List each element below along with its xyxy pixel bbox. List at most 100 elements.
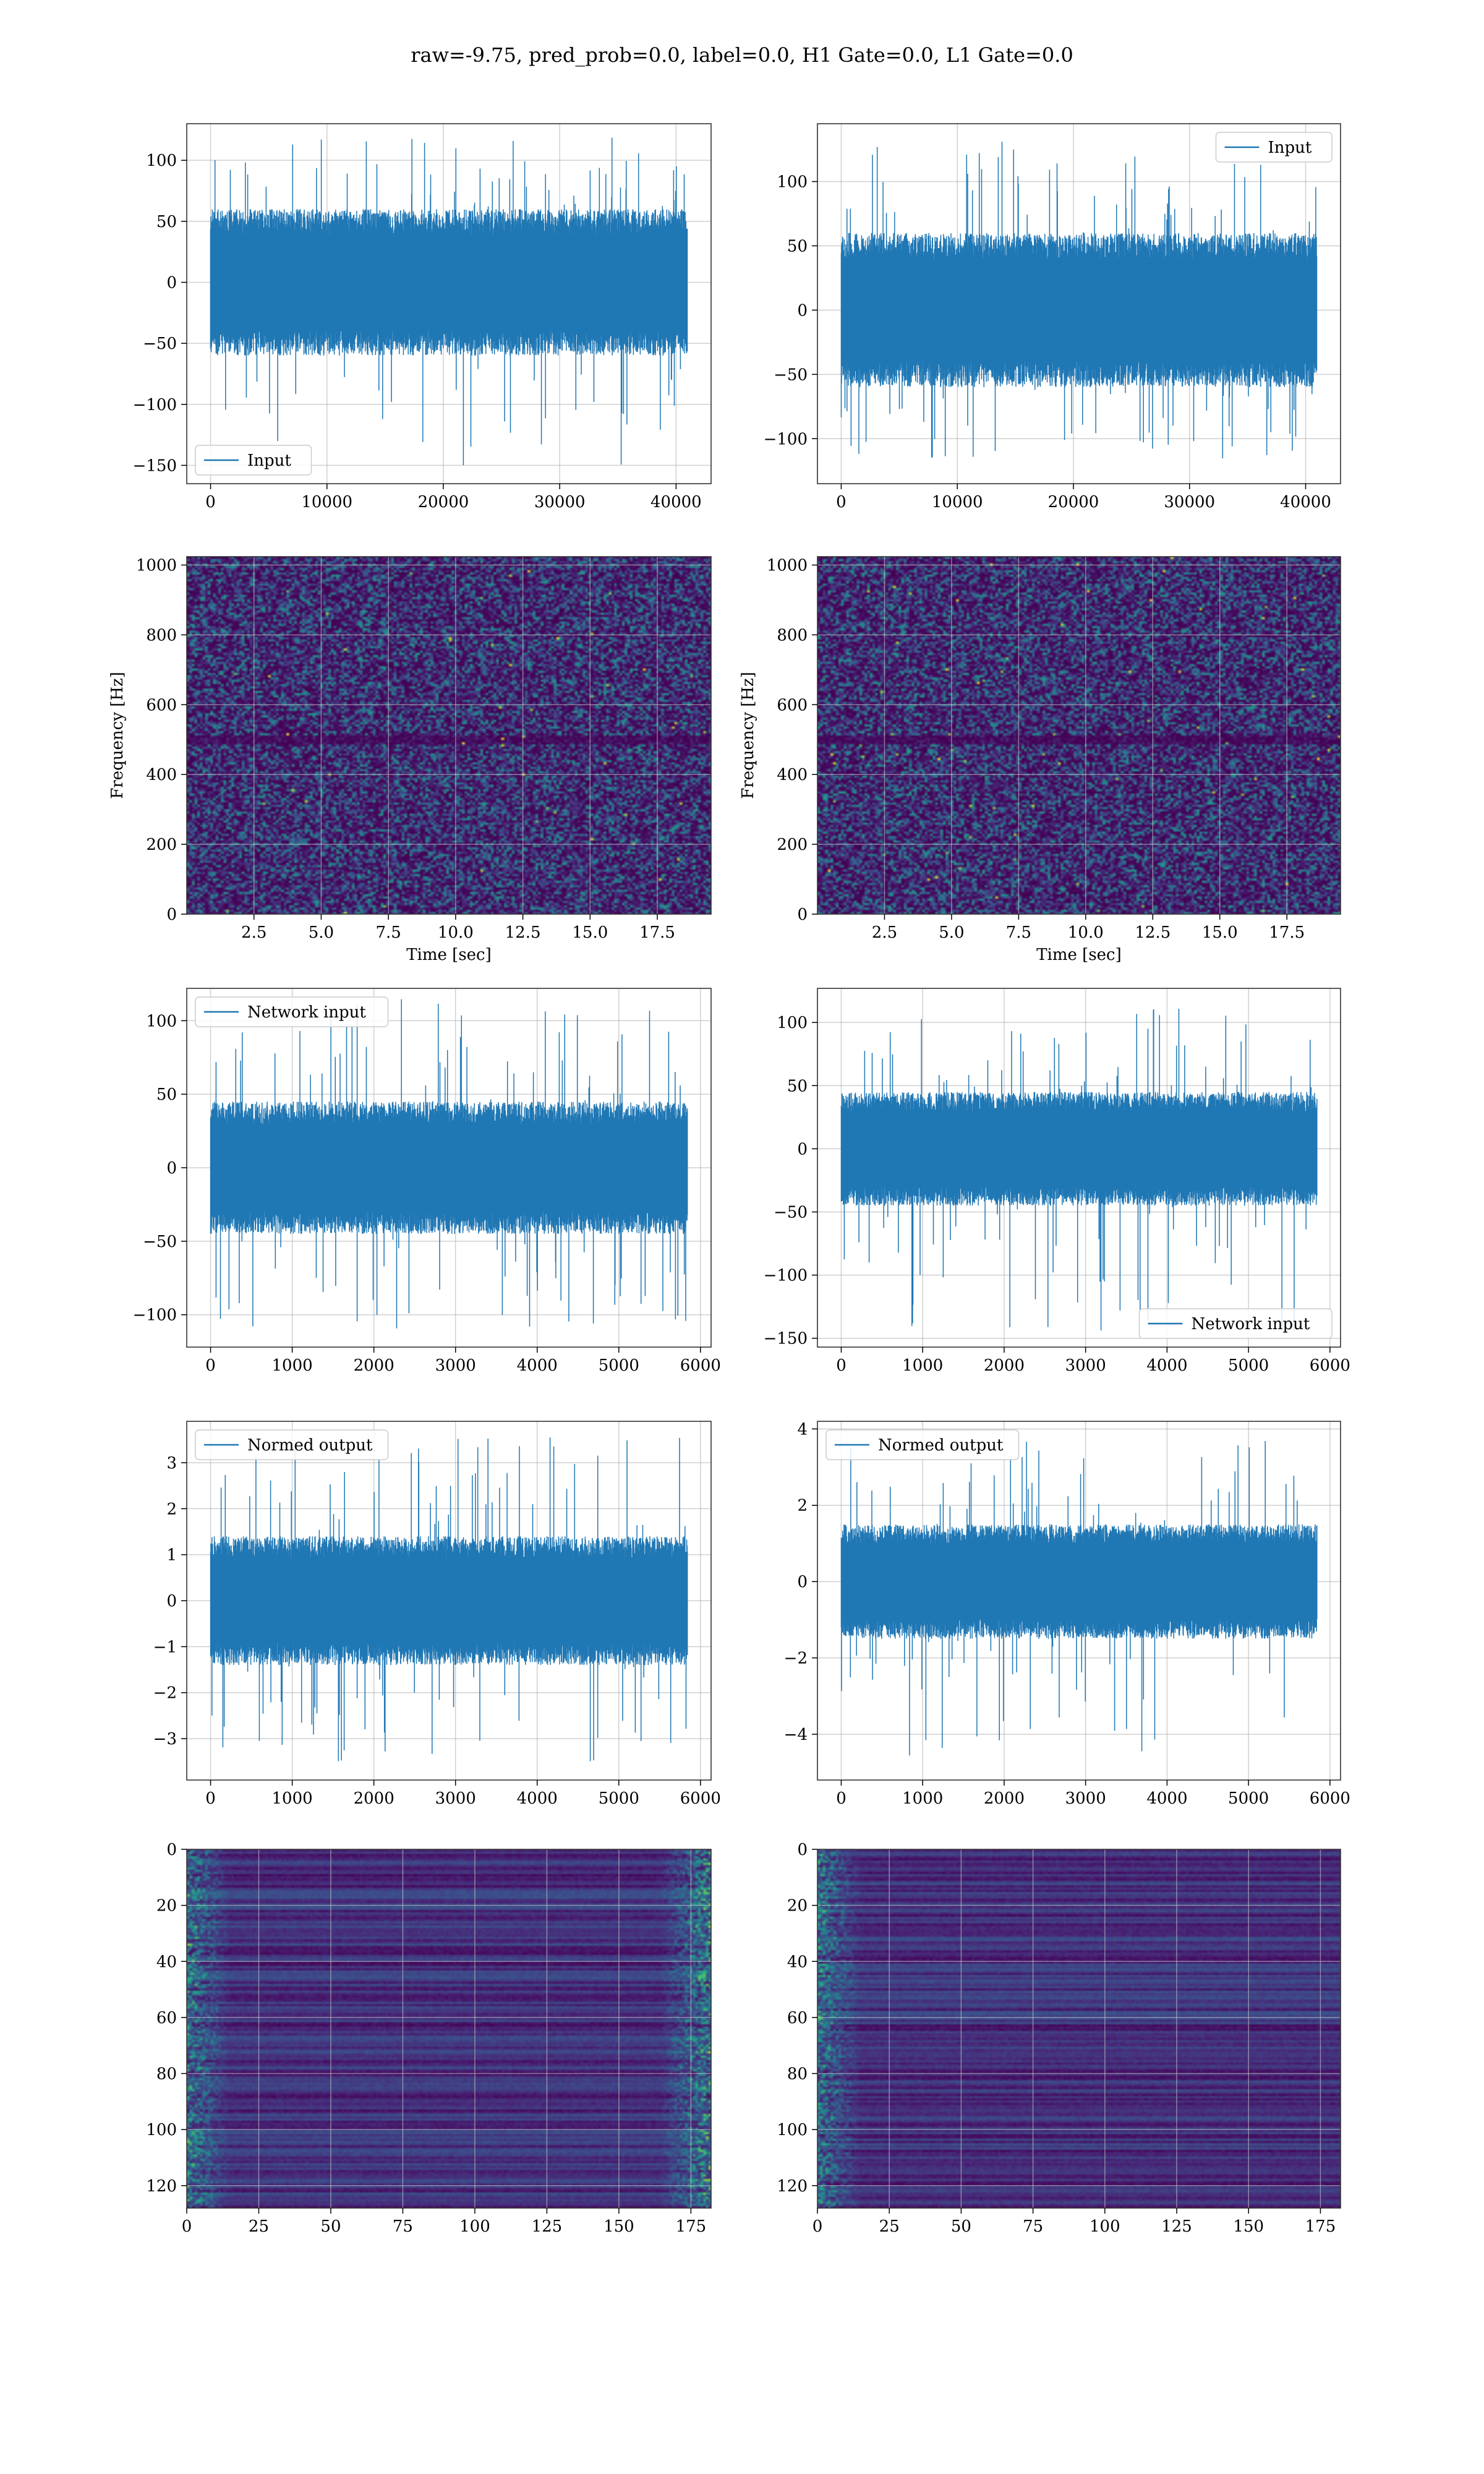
y-tick-label: −100 — [764, 430, 808, 448]
plot-area — [187, 1849, 711, 2208]
y-tick-label: 100 — [146, 152, 177, 170]
y-tick-label: 1000 — [767, 557, 808, 575]
plot-area — [817, 124, 1341, 484]
panel-spec-h1: 2.5 5.0 7.5 10.0 12.5 15.0 17.5 0 200 400 600 800 10… — [108, 556, 712, 964]
axes-frame — [817, 1421, 1341, 1781]
x-tick-label: 2.5 — [241, 923, 267, 942]
x-tick-label: 0 — [812, 2217, 823, 2236]
y-tick-label: 50 — [787, 1077, 808, 1095]
y-tick-label: 800 — [777, 626, 808, 644]
legend: Network input — [195, 996, 389, 1027]
y-tick-label: 1 — [166, 1546, 177, 1565]
y-tick-label: −150 — [764, 1330, 808, 1348]
legend: Input — [195, 445, 312, 476]
plot-area — [187, 1421, 711, 1780]
plot-area — [187, 557, 711, 914]
y-tick-label: 100 — [777, 1014, 808, 1032]
figure-title: raw=-9.75, pred_prob=0.0, label=0.0, H1 … — [411, 43, 1073, 67]
x-tick-label: 150 — [1233, 2217, 1264, 2236]
x-tick-label: 0 — [205, 493, 216, 511]
y-tick-label: 0 — [797, 905, 808, 924]
legend-label: Network input — [1192, 1315, 1310, 1333]
y-tick-label: 40 — [156, 1953, 177, 1971]
x-tick-label: 25 — [249, 2217, 269, 2236]
x-tick-label: 125 — [532, 2217, 563, 2236]
legend: Normed output — [195, 1429, 389, 1460]
x-tick-label: 30000 — [534, 493, 586, 511]
x-tick-label: 2000 — [984, 1789, 1025, 1808]
x-tick-label: 1000 — [272, 1356, 313, 1375]
x-tick-label: 5000 — [599, 1356, 639, 1375]
x-tick-label: 150 — [603, 2217, 634, 2236]
grid — [817, 1849, 1341, 2208]
legend-frame — [1215, 132, 1333, 163]
x-tick-label: 75 — [1023, 2217, 1043, 2236]
y-tick-label: 0 — [166, 905, 177, 924]
x-tick-label: 0 — [205, 1789, 216, 1808]
x-tick-label: 0 — [836, 1356, 846, 1375]
panel-norm-h1: 0 1000 2000 3000 4000 5000 6000 −3 −2 −1 0 1 2 3 Norme… — [153, 1421, 721, 1808]
y-tick-label: 2 — [166, 1500, 177, 1518]
x-tick-label: 5.0 — [939, 923, 964, 942]
panel-feat-h1: 0 25 50 75 100 125 150 175 0 20 40 60 80 100 120 — [146, 1841, 712, 2236]
panel-input-h1: 0 10000 20000 30000 40000 −150 −100 −50 0 50 100 In… — [133, 123, 712, 511]
x-tick-label: 3000 — [435, 1789, 476, 1808]
y-tick-label: 20 — [156, 1897, 177, 1915]
y-tick-label: −4 — [784, 1726, 808, 1744]
y-tick-label: 60 — [787, 2009, 808, 2027]
series-band — [210, 1562, 688, 1640]
y-tick-label: 4 — [797, 1420, 808, 1439]
x-tick-label: 20000 — [1048, 493, 1099, 511]
x-tick-label: 3000 — [435, 1356, 476, 1375]
y-tick-label: 400 — [146, 766, 177, 784]
x-tick-label: 30000 — [1164, 493, 1215, 511]
plot-area — [817, 1421, 1341, 1780]
x-tick-label: 75 — [393, 2217, 413, 2236]
legend-label: Normed output — [247, 1436, 373, 1455]
y-tick-label: 2 — [797, 1497, 808, 1515]
series-band — [210, 238, 688, 327]
series-band — [841, 1547, 1317, 1616]
grid — [817, 557, 1341, 914]
heatmap-image — [817, 557, 1341, 914]
y-tick-label: −50 — [143, 335, 177, 353]
x-tick-label: 5000 — [1228, 1356, 1269, 1375]
legend-frame — [1138, 1308, 1333, 1339]
x-tick-label: 12.5 — [505, 923, 541, 942]
x-tick-label: 3000 — [1065, 1356, 1106, 1375]
y-tick-label: −2 — [153, 1684, 177, 1703]
axes-frame — [186, 1849, 712, 2209]
legend-frame — [195, 1429, 389, 1460]
y-tick-label: 120 — [777, 2177, 808, 2196]
x-tick-label: 7.5 — [1006, 923, 1031, 942]
y-axis-label: Frequency [Hz] — [739, 672, 757, 799]
legend-label: Input — [247, 452, 291, 470]
x-tick-label: 0 — [836, 1789, 846, 1808]
x-tick-label: 10.0 — [1068, 923, 1104, 942]
panel-spec-l1: 2.5 5.0 7.5 10.0 12.5 15.0 17.5 0 200 400 600 800 10… — [739, 556, 1341, 964]
y-tick-label: 50 — [156, 213, 177, 231]
legend: Normed output — [825, 1429, 1020, 1460]
y-tick-label: 0 — [797, 1573, 808, 1591]
series-band — [210, 1128, 688, 1208]
axes-frame — [186, 556, 712, 915]
x-tick-label: 5.0 — [309, 923, 334, 942]
y-tick-label: 80 — [787, 2065, 808, 2084]
plot-area — [187, 988, 711, 1347]
y-tick-label: −50 — [774, 1203, 808, 1222]
panel-net-h1: 0 1000 2000 3000 4000 5000 6000 −100 −50 0 50 100 Ne… — [133, 988, 721, 1375]
y-tick-label: −100 — [133, 396, 177, 414]
x-tick-label: 100 — [1090, 2217, 1120, 2236]
x-tick-label: 1000 — [272, 1789, 313, 1808]
panel-net-l1: 0 1000 2000 3000 4000 5000 6000 −150 −100 −50 0 50 1… — [764, 988, 1350, 1375]
heatmap-image — [187, 1849, 711, 2208]
y-tick-label: 50 — [156, 1085, 177, 1104]
y-tick-label: 200 — [777, 836, 808, 854]
y-tick-label: 0 — [797, 1841, 808, 1859]
x-tick-label: 4000 — [517, 1789, 558, 1808]
x-tick-label: 2000 — [354, 1789, 394, 1808]
x-tick-label: 20000 — [418, 493, 469, 511]
grid — [187, 557, 711, 914]
x-tick-label: 7.5 — [375, 923, 401, 942]
x-tick-label: 175 — [1305, 2217, 1336, 2236]
